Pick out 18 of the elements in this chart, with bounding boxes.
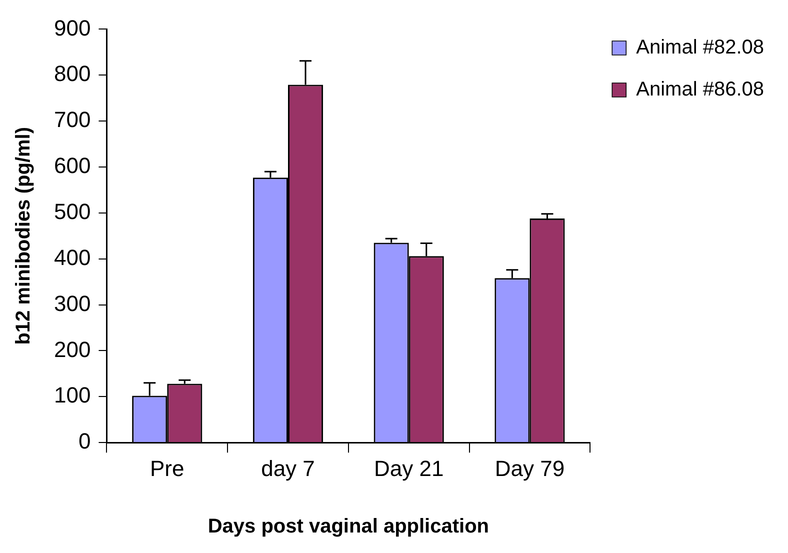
x-axis-title: Days post vaginal application <box>208 516 490 538</box>
legend-label: Animal #82.08 <box>636 36 764 59</box>
y-axis-title: b12 minibodies (pg/ml) <box>12 127 35 345</box>
y-tick-label: 300 <box>54 290 91 316</box>
y-tick-label: 600 <box>54 153 91 178</box>
x-tick-label: Pre <box>150 456 184 481</box>
x-tick-label: day 7 <box>261 456 315 481</box>
y-tick-label: 400 <box>54 244 91 270</box>
legend-label: Animal #86.08 <box>636 78 764 101</box>
y-tick-label: 500 <box>54 198 91 224</box>
x-tick-label: Day 79 <box>494 456 565 481</box>
y-tick-label: 800 <box>54 61 91 86</box>
y-tick-label: 0 <box>78 428 91 454</box>
x-tick-label: Day 21 <box>374 456 444 481</box>
y-tick-label: 100 <box>54 382 91 408</box>
y-tick-label: 700 <box>54 107 91 132</box>
y-tick-label: 200 <box>54 336 91 362</box>
y-tick-label: 900 <box>54 15 91 40</box>
